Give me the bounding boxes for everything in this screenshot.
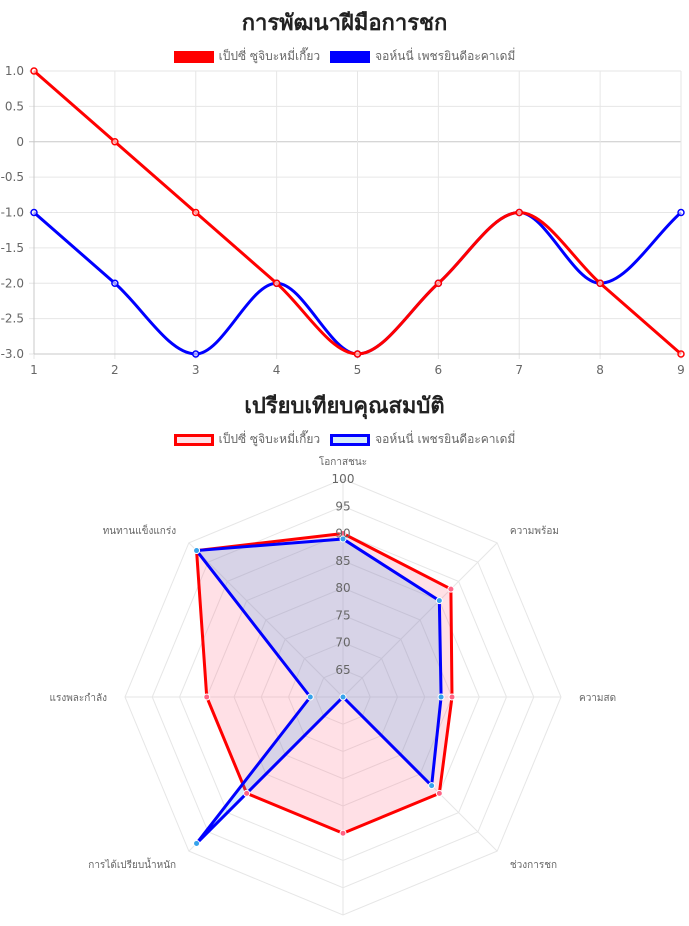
radar-series-1-point	[448, 693, 456, 701]
legend-item-series-1[interactable]: เป็ปซี่ ซูจิบะหมี่เกี๊ยว	[173, 47, 321, 66]
legend-swatch-series-1	[173, 50, 214, 63]
radar-series-2-point	[435, 597, 443, 605]
radar-series-1-point	[203, 693, 211, 701]
radar-tick-label: 95	[335, 499, 350, 513]
series-1-point	[353, 350, 362, 358]
radar-tick-label: 90	[335, 527, 350, 541]
radar-tick-label: 65	[335, 663, 350, 677]
radar-series-2-point	[193, 547, 201, 555]
radar-series-1-point	[339, 829, 347, 837]
radar-category-label: โอกาสชนะ	[319, 455, 367, 468]
radar-series-2-point	[339, 535, 347, 543]
x-tick-label: 1	[30, 363, 38, 377]
radar-series-1-point	[243, 789, 251, 797]
radar-category-label: แรงพละกำลัง	[50, 693, 108, 704]
radar-category-label: ทนทานแข็งแกร่ง	[103, 523, 177, 537]
x-tick-label: 7	[515, 363, 523, 377]
series-1-point	[434, 279, 443, 287]
radar-series-1-point	[435, 789, 443, 797]
radar-legend-swatch-series-1	[173, 433, 214, 446]
radar-tick-label: 85	[335, 554, 350, 568]
series-1-point	[111, 138, 119, 146]
x-tick-label: 5	[354, 363, 362, 377]
radar-category-label: ช่วงการชก	[510, 860, 557, 871]
radar-legend-item-series-2[interactable]: จอห์นนี่ เพชรยินดีอะคาเดมี่	[330, 430, 515, 449]
line-chart: 1.0 0.5 0 -0.5 -1.0 -1.5 -2.0 -2.5 -3.0 1 2 3 4 5 6 7 8 9	[1, 64, 685, 377]
radar-spoke	[342, 542, 498, 698]
radar-legend-swatch-series-2	[330, 433, 371, 446]
radar-category-label: การได้เปรียบน้ำหนัก	[88, 857, 176, 871]
radar-legend-label-series-2: จอห์นนี่ เพชรยินดีอะคาเดมี่	[375, 432, 516, 446]
radar-series-1-point	[447, 585, 455, 593]
radar-tick-label: 75	[335, 608, 350, 622]
x-tick-label: 9	[677, 363, 685, 377]
radar-series-2-point	[437, 693, 445, 701]
y-tick-label: 0	[16, 135, 24, 149]
radar-spoke	[188, 542, 344, 698]
y-tick-label: 0.5	[5, 99, 24, 113]
legend-swatch-series-2	[330, 50, 371, 63]
series-2-point	[111, 279, 119, 287]
legend-label-series-2: จอห์นนี่ เพชรยินดีอะคาเดมี่	[375, 49, 516, 63]
legend-label-series-1: เป็ปซี่ ซูจิบะหมี่เกี๊ยว	[218, 49, 321, 63]
x-tick-label: 8	[596, 363, 604, 377]
line-chart-legend: เป็ปซี่ ซูจิบะหมี่เกี๊ยว จอห์นนี่ เพชรยิ…	[0, 47, 689, 66]
series-1-point	[596, 279, 604, 287]
series-2-point	[677, 208, 685, 217]
radar-legend-label-series-1: เป็ปซี่ ซูจิบะหมี่เกี๊ยว	[218, 432, 321, 446]
radar-chart-legend: เป็ปซี่ ซูจิบะหมี่เกี๊ยว จอห์นนี่ เพชรยิ…	[0, 430, 689, 449]
y-tick-label: -1.5	[1, 241, 24, 255]
x-tick-label: 4	[273, 363, 281, 377]
series-1-point	[192, 208, 200, 217]
radar-chart-title: เปรียบเทียบคุณสมบัติ	[244, 394, 445, 419]
series-1-point	[30, 67, 38, 75]
y-tick-label: -0.5	[1, 170, 24, 184]
radar-tick-label: 70	[335, 636, 350, 650]
legend-item-series-2[interactable]: จอห์นนี่ เพชรยินดีอะคาเดมี่	[330, 47, 515, 66]
radar-legend-item-series-1[interactable]: เป็ปซี่ ซูจิบะหมี่เกี๊ยว	[173, 430, 321, 449]
series-2-point	[192, 350, 200, 358]
radar-tick-label: 100	[332, 472, 355, 486]
x-tick-label: 3	[192, 363, 200, 377]
radar-series-2-point	[306, 693, 314, 701]
y-tick-label: -3.0	[1, 347, 24, 361]
series-1-point	[677, 350, 685, 358]
y-tick-label: -2.5	[1, 312, 24, 326]
radar-tick-label: 80	[335, 581, 350, 595]
y-tick-label: -1.0	[1, 206, 24, 220]
radar-series-2-point	[428, 782, 436, 790]
radar-category-label: ความสด	[579, 693, 616, 704]
series-1-point	[272, 279, 281, 287]
series-1-point	[515, 208, 523, 217]
radar-category-label: ความพร้อม	[510, 525, 559, 537]
y-tick-label: -2.0	[1, 276, 24, 290]
radar-series-2-point	[339, 693, 347, 701]
radar-series-2-point	[193, 839, 201, 847]
x-tick-label: 6	[435, 363, 443, 377]
line-chart-title: การพัฒนาฝีมือการชก	[241, 11, 448, 36]
series-2-point	[30, 208, 38, 217]
x-tick-label: 2	[111, 363, 119, 377]
y-tick-label: 1.0	[5, 64, 24, 78]
